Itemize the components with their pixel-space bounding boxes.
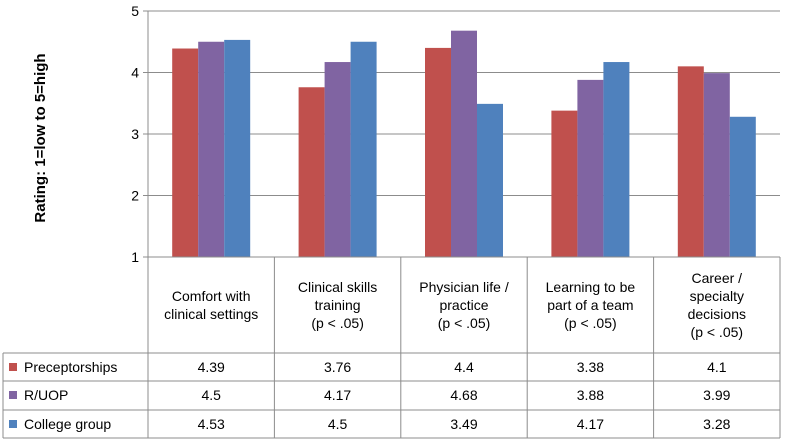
category-label: Comfort with clinical settings: [164, 288, 258, 322]
data-cell: 3.76: [324, 359, 351, 375]
data-cell: 3.38: [577, 359, 604, 375]
y-tick-label: 4: [131, 65, 139, 81]
y-tick-label: 1: [131, 249, 139, 265]
category-label-line: (p < .05): [564, 315, 617, 331]
data-cell: 4.17: [577, 416, 604, 432]
bar-college-group: [729, 116, 756, 257]
legend-label-college-group: College group: [24, 416, 111, 432]
category-label-line: Career /: [692, 270, 743, 286]
bar-r-uop: [577, 79, 604, 257]
category-label-line: decisions: [688, 306, 746, 322]
bar-preceptorships: [677, 66, 704, 257]
bar-preceptorships: [551, 110, 578, 257]
data-cell: 4.4: [454, 359, 474, 375]
legend-swatch-r-uop: [9, 391, 17, 399]
legend-label-preceptorships: Preceptorships: [24, 359, 117, 375]
bar-college-group: [350, 41, 377, 257]
category-label-line: Clinical skills: [298, 279, 377, 295]
bar-college-group: [224, 39, 251, 257]
y-tick-label: 2: [131, 188, 139, 204]
data-cell: 4.53: [198, 416, 225, 432]
category-label-line: practice: [439, 297, 488, 313]
category-label: Career / specialty decisions (p < .05): [688, 270, 746, 340]
category-label-line: Learning to be: [546, 279, 636, 295]
data-cell: 4.5: [201, 387, 221, 403]
data-cell: 3.99: [703, 387, 730, 403]
data-cell: 4.68: [450, 387, 477, 403]
data-cell: 4.5: [328, 416, 348, 432]
category-label-line: (p < .05): [691, 324, 744, 340]
data-cell: 4.39: [198, 359, 225, 375]
category-label: Learning to be part of a team (p < .05): [546, 279, 636, 331]
bar-r-uop: [198, 41, 225, 257]
y-tick-label: 5: [131, 3, 139, 19]
bar-preceptorships: [425, 47, 451, 258]
category-label: Clinical skills training (p < .05): [298, 279, 377, 331]
data-cell: 4.1: [707, 359, 727, 375]
category-label-line: part of a team: [547, 297, 633, 313]
category-label-line: clinical settings: [164, 306, 258, 322]
bar-college-group: [603, 62, 630, 257]
bar-r-uop: [703, 73, 730, 258]
data-cell: 4.17: [324, 387, 351, 403]
y-axis-label: Rating: 1=low to 5=high: [32, 53, 49, 222]
category-label-line: training: [315, 297, 361, 313]
legend-swatch-preceptorships: [9, 363, 17, 371]
category-label-line: Comfort with: [172, 288, 251, 304]
bar-college-group: [477, 103, 503, 258]
data-cell: 3.88: [577, 387, 604, 403]
legend-label-r-uop: R/UOP: [24, 387, 68, 403]
category-label-line: Physician life /: [419, 279, 509, 295]
category-label-line: (p < .05): [438, 315, 491, 331]
bar-preceptorships: [298, 87, 325, 257]
bar-r-uop: [451, 30, 477, 258]
data-cell: 3.28: [703, 416, 730, 432]
bar-r-uop: [324, 62, 351, 257]
category-label-line: specialty: [690, 288, 744, 304]
legend-swatch-college-group: [9, 420, 17, 428]
bar-preceptorships: [172, 48, 199, 257]
data-cell: 3.49: [450, 416, 477, 432]
y-tick-label: 3: [131, 126, 139, 142]
category-label: Physician life / practice (p < .05): [419, 279, 509, 331]
category-label-line: (p < .05): [311, 315, 364, 331]
